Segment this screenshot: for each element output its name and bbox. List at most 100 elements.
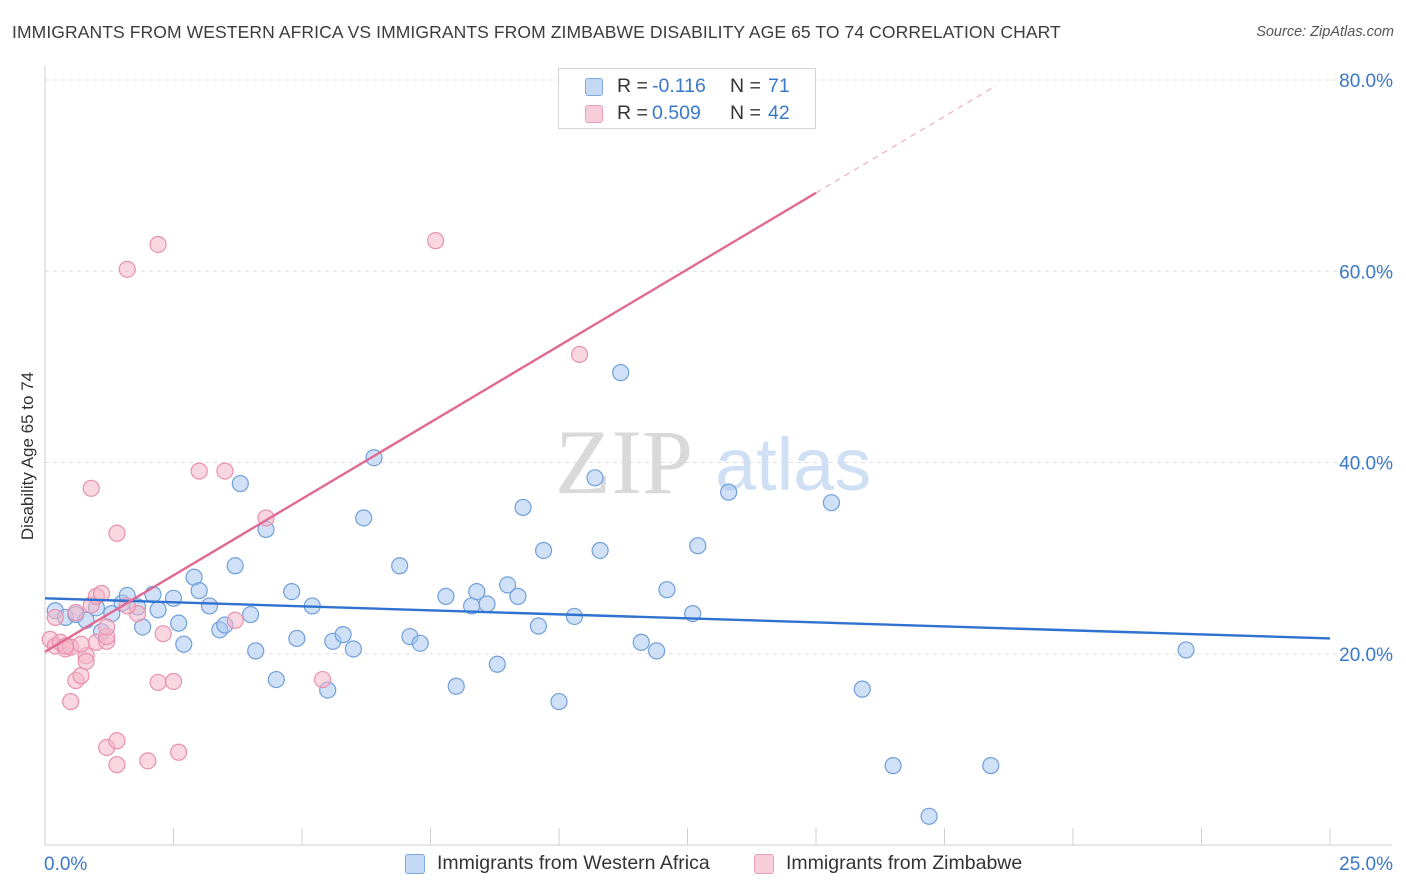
point-western-africa (283, 582, 301, 601)
point-western-africa (334, 626, 352, 644)
point-zimbabwe (98, 618, 116, 636)
point-zimbabwe (190, 462, 208, 480)
point-zimbabwe (82, 479, 100, 497)
point-western-africa (822, 494, 841, 512)
legend-n-value: 42 (768, 102, 790, 124)
point-western-africa (884, 757, 902, 775)
stats-legend: R = -0.116 N = 71 R = 0.509 N = 42 (558, 68, 816, 129)
point-western-africa (149, 601, 167, 619)
point-zimbabwe (149, 673, 167, 692)
point-western-africa (247, 642, 265, 660)
point-zimbabwe (139, 752, 157, 770)
point-western-africa (720, 483, 738, 501)
legend-swatch-blue (585, 78, 603, 96)
point-western-africa (534, 541, 553, 560)
point-western-africa (175, 635, 193, 653)
point-western-africa (565, 607, 584, 626)
point-western-africa (437, 587, 455, 605)
point-zimbabwe (154, 625, 172, 643)
point-western-africa (658, 581, 676, 599)
point-western-africa (411, 634, 429, 652)
watermark-atlas: atlas (715, 423, 871, 506)
trend-lines (44, 85, 1331, 653)
point-zimbabwe (108, 524, 126, 542)
data-points (41, 232, 1195, 825)
legend-n-value: 71 (768, 75, 790, 97)
point-zimbabwe (118, 260, 136, 278)
point-western-africa (586, 469, 604, 487)
legend-n-label: N = (730, 75, 761, 97)
point-western-africa (231, 474, 249, 493)
axes (44, 66, 1392, 846)
point-western-africa (190, 582, 208, 600)
point-western-africa (468, 582, 486, 601)
point-western-africa (478, 595, 496, 613)
point-western-africa (529, 617, 548, 635)
point-zimbabwe (427, 232, 445, 250)
point-western-africa (982, 757, 1000, 775)
point-western-africa (591, 541, 609, 560)
source-label: Source: ZipAtlas.com (1256, 24, 1394, 40)
legend-r-label: R = (617, 102, 648, 124)
point-zimbabwe (72, 667, 90, 685)
point-western-africa (920, 807, 938, 825)
point-western-africa (612, 364, 630, 382)
legend-r-label: R = (617, 75, 648, 97)
trendline-zimbabwe (44, 191, 817, 653)
point-western-africa (853, 680, 871, 698)
point-western-africa (226, 557, 244, 575)
point-western-africa (344, 640, 362, 658)
legend-swatch-pink (585, 105, 603, 123)
point-western-africa (267, 670, 285, 689)
point-western-africa (355, 509, 373, 527)
point-western-africa (164, 589, 183, 607)
point-zimbabwe (67, 604, 85, 622)
point-western-africa (170, 614, 188, 632)
series-legend: Immigrants from Western Africa Immigrant… (0, 852, 1406, 878)
legend-r-value: -0.116 (652, 75, 706, 97)
y-tick-label: 20.0% (1339, 645, 1393, 666)
point-zimbabwe (46, 608, 64, 627)
series-legend-label: Immigrants from Western Africa (437, 852, 710, 874)
grid-lines (45, 79, 1392, 655)
point-zimbabwe (72, 635, 90, 653)
point-western-africa (200, 597, 219, 615)
tick-labels: 20.0% 40.0% 60.0% 80.0% 0.0% 25.0% (44, 71, 1393, 875)
point-zimbabwe (77, 652, 95, 671)
point-western-africa (689, 537, 707, 555)
point-western-africa (488, 655, 506, 673)
point-zimbabwe (92, 584, 111, 603)
point-zimbabwe (149, 235, 167, 254)
trendline-zimbabwe-extension (815, 85, 997, 194)
point-western-africa (499, 576, 517, 594)
series-legend-label: Immigrants from Zimbabwe (786, 852, 1023, 874)
legend-n-label: N = (730, 102, 761, 124)
point-zimbabwe (62, 692, 80, 711)
y-axis-label: Disability Age 65 to 74 (18, 372, 37, 540)
watermark-zip: ZIP (555, 411, 693, 513)
point-zimbabwe (226, 611, 244, 629)
legend-r-value: 0.509 (652, 102, 701, 124)
point-western-africa (514, 498, 532, 517)
trendline-western-africa (44, 597, 1331, 640)
x-tick-label: 25.0% (1339, 854, 1393, 875)
point-western-africa (648, 642, 666, 660)
point-western-africa (1177, 641, 1195, 659)
point-western-africa (509, 587, 527, 605)
point-western-africa (550, 692, 568, 711)
point-zimbabwe (313, 670, 332, 689)
point-zimbabwe (108, 756, 126, 774)
point-zimbabwe (216, 462, 234, 480)
point-western-africa (288, 629, 306, 648)
point-zimbabwe (570, 345, 589, 364)
y-tick-label: 40.0% (1339, 454, 1393, 475)
watermark: ZIP atlas (555, 411, 871, 513)
x-tick-label: 0.0% (44, 854, 87, 875)
point-western-africa (447, 677, 465, 695)
series-swatch-pink (754, 854, 774, 874)
point-western-africa (391, 557, 409, 575)
chart-title: IMMIGRANTS FROM WESTERN AFRICA VS IMMIGR… (12, 22, 1061, 42)
point-western-africa (242, 605, 260, 624)
point-zimbabwe (164, 672, 183, 691)
